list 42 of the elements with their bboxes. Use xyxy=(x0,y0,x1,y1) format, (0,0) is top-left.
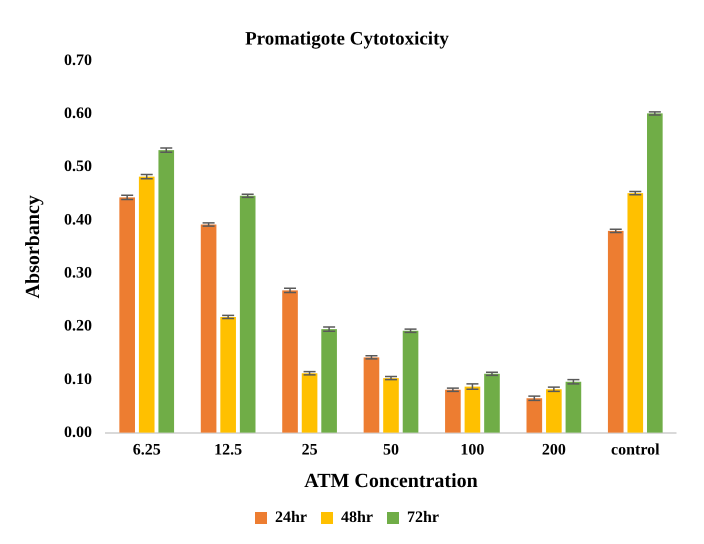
y-tick-label: 0.10 xyxy=(64,370,92,388)
x-axis-title: ATM Concentration xyxy=(304,470,478,492)
x-tick-label: 50 xyxy=(383,442,399,459)
bar xyxy=(546,389,562,433)
x-tick-label: control xyxy=(610,442,660,459)
y-tick-label: 0.70 xyxy=(64,52,92,69)
y-tick-label: 0.60 xyxy=(64,105,92,122)
bar xyxy=(282,290,298,433)
legend-label: 48hr xyxy=(341,509,373,526)
bar xyxy=(240,196,256,433)
bar xyxy=(138,176,155,433)
y-tick-label: 0.40 xyxy=(64,211,92,228)
bar xyxy=(484,374,500,433)
x-tick-label: 6.25 xyxy=(132,442,161,459)
legend-label: 24hr xyxy=(275,509,307,526)
x-tick-label: 25 xyxy=(302,442,318,459)
y-tick-label: 0.50 xyxy=(64,158,92,176)
bar xyxy=(302,373,318,433)
y-tick-label: 0.30 xyxy=(64,264,92,282)
x-tick-label: 200 xyxy=(542,442,566,459)
bar xyxy=(364,357,380,433)
bar xyxy=(526,398,542,433)
bar xyxy=(647,113,663,433)
chart-title: Promatigote Cytotoxicity xyxy=(245,28,450,50)
bar xyxy=(464,386,480,433)
bar xyxy=(383,378,399,433)
bar xyxy=(566,382,582,433)
y-axis-title: Absorbancy xyxy=(22,195,44,298)
x-tick-label: 12.5 xyxy=(214,442,242,459)
bar xyxy=(627,193,644,433)
x-tick-label: 100 xyxy=(460,442,484,459)
bar xyxy=(608,230,624,433)
legend-label: 72hr xyxy=(407,509,439,526)
bar xyxy=(402,330,418,433)
bar xyxy=(321,329,337,433)
bar xyxy=(220,316,236,433)
bar xyxy=(445,390,461,433)
y-tick-label: 0.20 xyxy=(64,318,92,335)
bar xyxy=(158,150,174,433)
bar xyxy=(119,197,135,433)
bar xyxy=(200,224,216,433)
y-tick-label: 0.00 xyxy=(64,424,92,441)
